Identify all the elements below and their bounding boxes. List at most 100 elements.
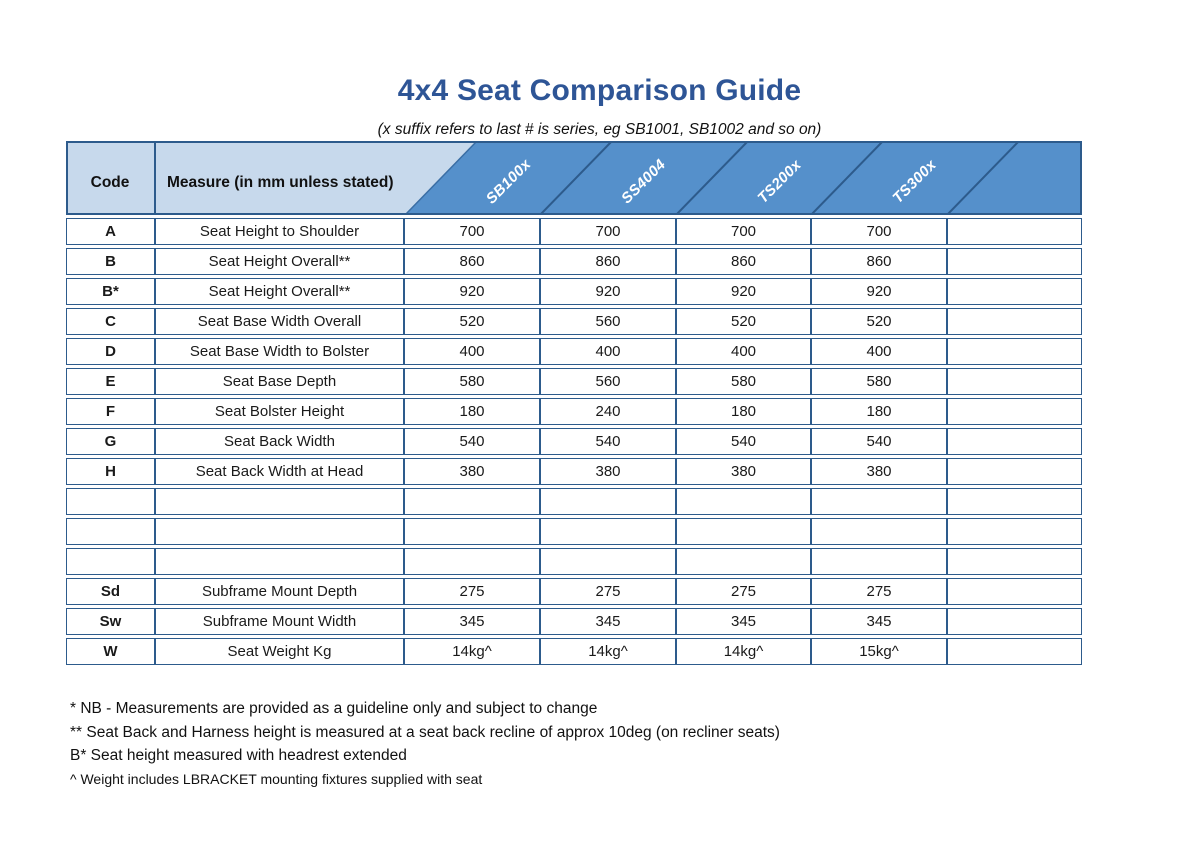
value-cell: 380: [540, 458, 676, 485]
table-row: W Seat Weight Kg 14kg^ 14kg^ 14kg^ 15kg^: [66, 638, 1082, 665]
measure-cell: Seat Height Overall**: [155, 248, 404, 275]
measure-cell: [155, 488, 404, 515]
table-body: A Seat Height to Shoulder 700 700 700 700 B Sea…: [66, 218, 1082, 665]
value-cell: [540, 548, 676, 575]
value-cell: [540, 488, 676, 515]
value-cell: 580: [811, 368, 947, 395]
table-row: H Seat Back Width at Head 380 380 380 380: [66, 458, 1082, 485]
value-cell: 380: [811, 458, 947, 485]
empty-cell: [947, 398, 1082, 425]
value-cell: 275: [811, 578, 947, 605]
code-cell: [66, 488, 155, 515]
value-cell: 920: [404, 278, 540, 305]
footnote-weight: ^ Weight includes LBRACKET mounting fixt…: [70, 770, 483, 787]
value-cell: 580: [404, 368, 540, 395]
code-cell: A: [66, 218, 155, 245]
code-cell: W: [66, 638, 155, 665]
empty-cell: [947, 338, 1082, 365]
value-cell: 14kg^: [676, 638, 811, 665]
footnote-guideline: * NB - Measurements are provided as a gu…: [70, 700, 598, 717]
empty-cell: [947, 518, 1082, 545]
empty-cell: [947, 218, 1082, 245]
value-cell: 14kg^: [404, 638, 540, 665]
empty-cell: [947, 368, 1082, 395]
value-cell: [676, 488, 811, 515]
value-cell: [811, 518, 947, 545]
empty-cell: [947, 488, 1082, 515]
empty-cell: [947, 248, 1082, 275]
empty-cell: [947, 308, 1082, 335]
value-cell: 540: [540, 428, 676, 455]
measure-column-header: Measure (in mm unless stated): [167, 174, 394, 191]
code-column-header: Code: [91, 174, 130, 191]
table-row: F Seat Bolster Height 180 240 180 180: [66, 398, 1082, 425]
table-row: G Seat Back Width 540 540 540 540: [66, 428, 1082, 455]
code-cell: Sd: [66, 578, 155, 605]
value-cell: [404, 548, 540, 575]
table-row: Sd Subframe Mount Depth 275 275 275 275: [66, 578, 1082, 605]
code-cell: [66, 518, 155, 545]
value-cell: 860: [404, 248, 540, 275]
code-cell: Sw: [66, 608, 155, 635]
value-cell: 345: [676, 608, 811, 635]
value-cell: 345: [540, 608, 676, 635]
value-cell: 540: [676, 428, 811, 455]
footnote-recline: ** Seat Back and Harness height is measu…: [70, 723, 780, 741]
value-cell: 400: [811, 338, 947, 365]
measure-cell: Subframe Mount Depth: [155, 578, 404, 605]
value-cell: 580: [676, 368, 811, 395]
value-cell: 540: [811, 428, 947, 455]
table-row: C Seat Base Width Overall 520 560 520 520: [66, 308, 1082, 335]
measure-cell: Seat Back Width at Head: [155, 458, 404, 485]
measure-cell: Seat Base Width Overall: [155, 308, 404, 335]
value-cell: 560: [540, 308, 676, 335]
table-row: [66, 548, 1082, 575]
page-title: 4x4 Seat Comparison Guide: [397, 74, 802, 107]
value-cell: [540, 518, 676, 545]
comparison-table: A Seat Height to Shoulder 700 700 700 700 B Sea…: [66, 215, 1082, 668]
code-cell: B*: [66, 278, 155, 305]
measure-cell: [155, 518, 404, 545]
measure-cell: Seat Bolster Height: [155, 398, 404, 425]
value-cell: 180: [676, 398, 811, 425]
code-cell: B: [66, 248, 155, 275]
empty-cell: [947, 548, 1082, 575]
table-row: [66, 518, 1082, 545]
value-cell: 560: [540, 368, 676, 395]
header-diagonal-separator: [675, 141, 749, 215]
value-cell: 400: [676, 338, 811, 365]
measure-cell: Seat Height to Shoulder: [155, 218, 404, 245]
value-cell: [811, 548, 947, 575]
code-cell: D: [66, 338, 155, 365]
empty-cell: [947, 428, 1082, 455]
value-cell: 400: [404, 338, 540, 365]
table-header: Code Measure (in mm unless stated) SB100…: [66, 141, 1082, 215]
value-cell: 520: [404, 308, 540, 335]
empty-cell: [947, 608, 1082, 635]
header-outer-border: [66, 141, 1082, 215]
value-cell: 15kg^: [811, 638, 947, 665]
code-cell: H: [66, 458, 155, 485]
measure-cell: Seat Base Depth: [155, 368, 404, 395]
measure-cell: Seat Base Width to Bolster: [155, 338, 404, 365]
value-cell: 920: [540, 278, 676, 305]
value-cell: 700: [404, 218, 540, 245]
value-cell: 700: [811, 218, 947, 245]
table-row: B Seat Height Overall** 860 860 860 860: [66, 248, 1082, 275]
footnotes: * NB - Measurements are provided as a gu…: [70, 700, 780, 792]
value-cell: 860: [540, 248, 676, 275]
value-cell: 275: [540, 578, 676, 605]
table-row: [66, 488, 1082, 515]
empty-cell: [947, 458, 1082, 485]
code-cell: [66, 548, 155, 575]
code-cell: G: [66, 428, 155, 455]
code-cell: E: [66, 368, 155, 395]
header-dark-band: [405, 141, 1082, 215]
header-diagonal-boundary: [404, 141, 478, 215]
footnote-headrest: B* Seat height measured with headrest ex…: [70, 747, 407, 764]
code-cell: F: [66, 398, 155, 425]
value-cell: 920: [676, 278, 811, 305]
value-cell: 860: [811, 248, 947, 275]
value-cell: 540: [404, 428, 540, 455]
